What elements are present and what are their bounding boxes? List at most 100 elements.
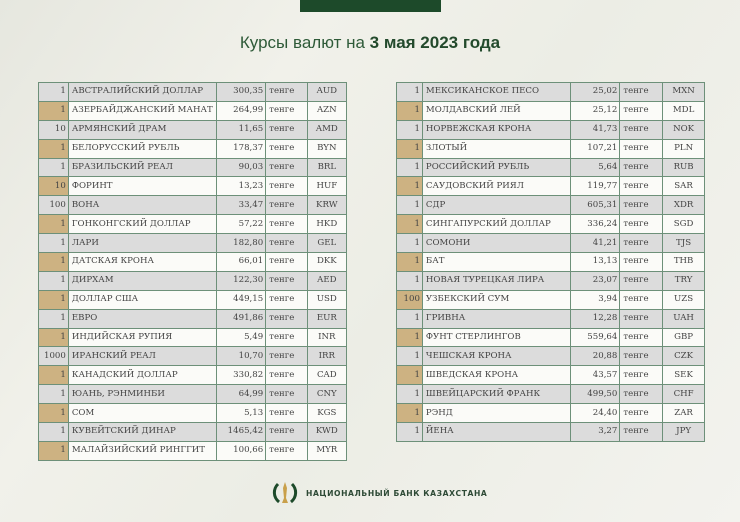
rate-cell: 90,03	[215, 157, 267, 178]
top-accent-bar	[300, 0, 441, 12]
nominal-cell: 1	[396, 327, 423, 348]
currency-unit-cell: тенге	[265, 82, 308, 102]
table-row: 1 ДОЛЛАР США 449,15 тенге USD	[38, 289, 348, 310]
nominal-cell: 1	[396, 176, 423, 197]
rate-cell: 43,57	[569, 365, 621, 386]
currency-unit-cell: тенге	[265, 384, 308, 405]
rate-cell: 5,49	[215, 327, 267, 348]
nominal-cell: 1	[396, 308, 423, 329]
currency-code-cell: AED	[306, 270, 348, 291]
currency-unit-cell: тенге	[265, 233, 308, 254]
nominal-cell: 1	[38, 270, 69, 291]
currency-code-cell: AUD	[306, 82, 348, 102]
currency-name-cell: ШВЕДСКАЯ КРОНА	[421, 365, 571, 386]
rate-cell: 119,77	[569, 176, 621, 197]
table-row: 1 РОССИЙСКИЙ РУБЛЬ 5,64 тенге RUB	[396, 157, 705, 178]
nominal-cell: 100	[38, 195, 69, 216]
rate-cell: 5,64	[569, 157, 621, 178]
table-row: 1 ЛАРИ 182,80 тенге GEL	[38, 233, 348, 254]
nominal-cell: 1	[38, 422, 69, 442]
bank-name: НАЦИОНАЛЬНЫЙ БАНК КАЗАХСТАНА	[306, 488, 488, 498]
currency-unit-cell: тенге	[265, 252, 308, 272]
table-row: 1 БАТ 13,13 тенге THB	[396, 252, 705, 272]
currency-name-cell: АРМЯНСКИЙ ДРАМ	[67, 119, 217, 140]
table-row: 1 ИНДИЙСКАЯ РУПИЯ 5,49 тенге INR	[38, 327, 348, 348]
currency-code-cell: GEL	[306, 233, 348, 254]
rate-cell: 41,73	[569, 119, 621, 140]
rate-cell: 11,65	[215, 119, 267, 140]
currency-code-cell: USD	[306, 289, 348, 310]
national-bank-emblem-icon	[272, 482, 298, 504]
table-row: 1 ЙЕНА 3,27 тенге JPY	[396, 422, 705, 442]
nominal-cell: 1	[396, 346, 423, 367]
nominal-cell: 1	[38, 440, 69, 461]
rate-cell: 66,01	[215, 252, 267, 272]
currency-unit-cell: тенге	[619, 214, 664, 235]
table-row: 1 ШВЕЙЦАРСКИЙ ФРАНК 499,50 тенге CHF	[396, 384, 705, 405]
currency-code-cell: CHF	[662, 384, 705, 405]
currency-unit-cell: тенге	[619, 252, 664, 272]
currency-name-cell: РОССИЙСКИЙ РУБЛЬ	[421, 157, 571, 178]
currency-name-cell: РЭНД	[421, 403, 571, 424]
currency-name-cell: ДОЛЛАР США	[67, 289, 217, 310]
rates-table-right: 1 МЕКСИКАНСКОЕ ПЕСО 25,02 тенге MXN 1 МОЛДАВСК…	[396, 82, 705, 442]
currency-name-cell: БРАЗИЛЬСКИЙ РЕАЛ	[67, 157, 217, 178]
currency-code-cell: KGS	[306, 403, 348, 424]
rate-cell: 605,31	[569, 195, 621, 216]
currency-name-cell: ГРИВНА	[421, 308, 571, 329]
nominal-cell: 1	[396, 403, 423, 424]
currency-name-cell: КАНАДСКИЙ ДОЛЛАР	[67, 365, 217, 386]
currency-code-cell: PLN	[662, 138, 705, 159]
currency-unit-cell: тенге	[265, 440, 308, 461]
table-row: 1 СДР 605,31 тенге XDR	[396, 195, 705, 216]
currency-name-cell: СОМОНИ	[421, 233, 571, 254]
table-row: 1 САУДОВСКИЙ РИЯЛ 119,77 тенге SAR	[396, 176, 705, 197]
nominal-cell: 10	[38, 176, 69, 197]
currency-name-cell: ЧЕШСКАЯ КРОНА	[421, 346, 571, 367]
rate-cell: 107,21	[569, 138, 621, 159]
currency-unit-cell: тенге	[265, 308, 308, 329]
rate-cell: 330,82	[215, 365, 267, 386]
table-row: 1000 ИРАНСКИЙ РЕАЛ 10,70 тенге IRR	[38, 346, 348, 367]
currency-unit-cell: тенге	[265, 422, 308, 442]
currency-name-cell: ЗЛОТЫЙ	[421, 138, 571, 159]
nominal-cell: 1	[396, 82, 423, 102]
rate-cell: 3,27	[569, 422, 621, 442]
currency-name-cell: ФУНТ СТЕРЛИНГОВ	[421, 327, 571, 348]
table-row: 1 ЮАНЬ, РЭНМИНБИ 64,99 тенге CNY	[38, 384, 348, 405]
nominal-cell: 1	[38, 233, 69, 254]
currency-code-cell: CZK	[662, 346, 705, 367]
currency-unit-cell: тенге	[265, 346, 308, 367]
nominal-cell: 1	[38, 82, 69, 102]
rate-cell: 178,37	[215, 138, 267, 159]
rate-cell: 33,47	[215, 195, 267, 216]
currency-unit-cell: тенге	[619, 195, 664, 216]
rate-cell: 10,70	[215, 346, 267, 367]
nominal-cell: 1	[38, 327, 69, 348]
table-row: 1 АВСТРАЛИЙСКИЙ ДОЛЛАР 300,35 тенге AUD	[38, 82, 348, 102]
nominal-cell: 1	[396, 233, 423, 254]
table-row: 1 БЕЛОРУССКИЙ РУБЛЬ 178,37 тенге BYN	[38, 138, 348, 159]
currency-name-cell: ВОНА	[67, 195, 217, 216]
nominal-cell: 1	[38, 384, 69, 405]
title-date: 3 мая 2023 года	[369, 33, 501, 52]
currency-name-cell: ЙЕНА	[421, 422, 571, 442]
currency-unit-cell: тенге	[265, 157, 308, 178]
nominal-cell: 1	[396, 119, 423, 140]
currency-code-cell: AZN	[306, 100, 348, 121]
currency-unit-cell: тенге	[619, 365, 664, 386]
table-row: 1 ДИРХАМ 122,30 тенге AED	[38, 270, 348, 291]
nominal-cell: 1	[38, 403, 69, 424]
currency-code-cell: CAD	[306, 365, 348, 386]
currency-name-cell: ДИРХАМ	[67, 270, 217, 291]
currency-unit-cell: тенге	[265, 403, 308, 424]
currency-unit-cell: тенге	[619, 138, 664, 159]
table-row: 1 ЧЕШСКАЯ КРОНА 20,88 тенге CZK	[396, 346, 705, 367]
currency-name-cell: СИНГАПУРСКИЙ ДОЛЛАР	[421, 214, 571, 235]
table-row: 1 АЗЕРБАЙДЖАНСКИЙ МАНАТ 264,99 тенге AZN	[38, 100, 348, 121]
nominal-cell: 1	[38, 308, 69, 329]
currency-code-cell: HUF	[306, 176, 348, 197]
currency-code-cell: MDL	[662, 100, 705, 121]
table-row: 1 БРАЗИЛЬСКИЙ РЕАЛ 90,03 тенге BRL	[38, 157, 348, 178]
currency-code-cell: HKD	[306, 214, 348, 235]
